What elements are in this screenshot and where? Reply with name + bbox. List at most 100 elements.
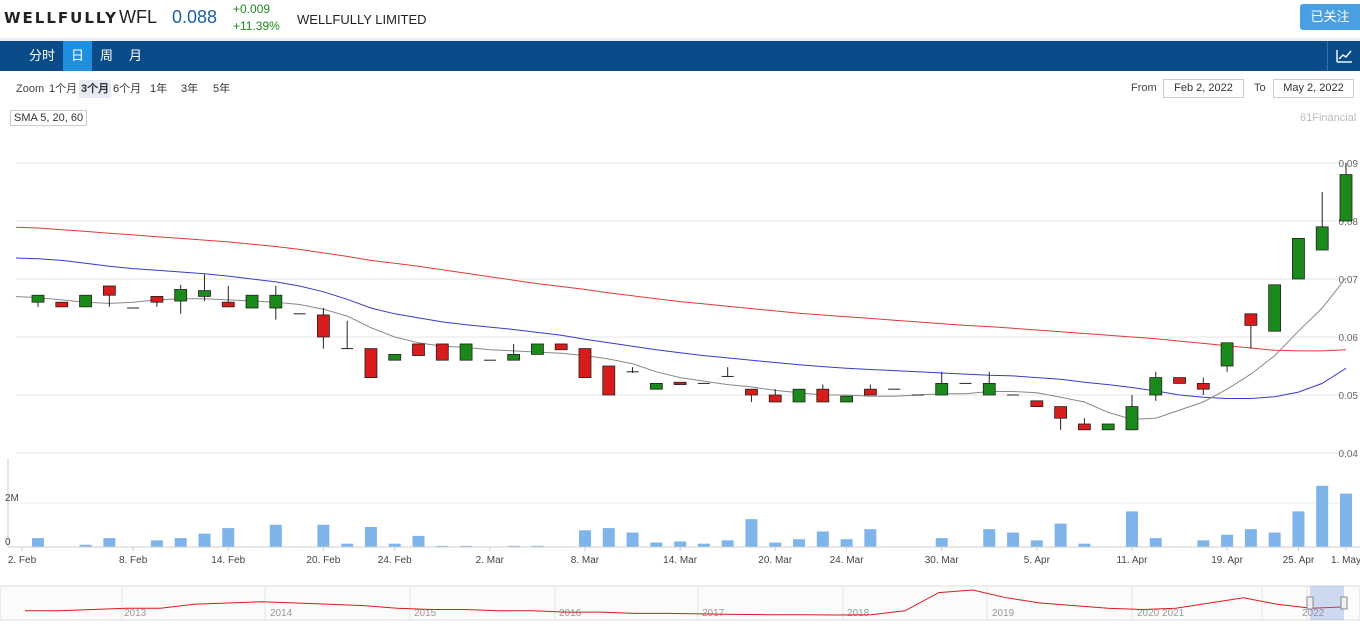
x-axis-tick-label: 2. Feb xyxy=(8,555,37,566)
candle-body xyxy=(1101,423,1115,431)
candle-body xyxy=(578,348,592,379)
candle-body xyxy=(1054,406,1068,419)
from-date-input[interactable]: Feb 2, 2022 xyxy=(1163,79,1244,98)
ticker-symbol: WFL xyxy=(119,7,157,27)
tab-weekly[interactable]: 周 xyxy=(99,48,113,63)
zoom-3y-button[interactable]: 3年 xyxy=(181,83,199,95)
volume-bar xyxy=(1292,511,1305,547)
volume-bar xyxy=(769,542,782,547)
candle-body xyxy=(435,343,449,361)
volume-tick-label: 2M xyxy=(5,493,19,504)
volume-bar xyxy=(793,539,806,547)
volume-bar xyxy=(1007,532,1020,547)
candle-body xyxy=(1315,226,1329,251)
candle-body xyxy=(269,294,283,309)
y-axis-tick-label: 0.09 xyxy=(1339,159,1359,170)
change-value: +0.009 xyxy=(233,2,271,16)
volume-bar xyxy=(150,540,163,547)
volume-bar xyxy=(103,538,116,547)
chart-type-icon[interactable] xyxy=(1327,41,1360,71)
x-axis-tick-label: 8. Feb xyxy=(119,555,148,566)
candle-body xyxy=(245,294,259,309)
candle-body xyxy=(388,353,402,361)
candle-body xyxy=(102,285,116,296)
candle-body xyxy=(316,314,330,338)
tab-daily[interactable]: 日 xyxy=(63,41,92,71)
candle-body xyxy=(816,388,830,403)
volume-bar xyxy=(650,542,663,547)
candle-body xyxy=(55,301,69,308)
candle-body xyxy=(364,348,378,379)
candle-body xyxy=(1125,406,1139,431)
volume-tick-label: 0 xyxy=(5,537,11,548)
zoom-1y-button[interactable]: 1年 xyxy=(150,83,168,95)
sma-indicator-label[interactable]: SMA 5, 20, 60 xyxy=(10,110,88,126)
sma20-line xyxy=(37,258,1347,399)
zoom-label: Zoom xyxy=(16,83,45,95)
candle-body xyxy=(768,394,782,403)
candle-body xyxy=(1220,342,1234,367)
tab-monthly[interactable]: 月 xyxy=(128,48,142,63)
x-axis-tick-label: 11. Apr xyxy=(1116,555,1148,566)
navigator-handle xyxy=(1306,596,1314,610)
candle-body xyxy=(840,395,853,403)
y-axis-tick-label: 0.05 xyxy=(1339,391,1359,402)
x-axis-tick-label: 20. Feb xyxy=(306,555,340,566)
volume-bar xyxy=(697,543,710,547)
volume-bar xyxy=(1149,538,1162,547)
volume-bar xyxy=(1268,532,1281,547)
candle-body xyxy=(554,343,568,351)
volume-bar xyxy=(602,528,615,547)
x-axis-tick-label: 24. Feb xyxy=(378,555,412,566)
sma60-lead xyxy=(15,226,39,229)
candle-body xyxy=(935,382,949,396)
navigator-year-label: 2014 xyxy=(270,608,293,619)
volume-bar xyxy=(198,533,211,547)
volume-bar xyxy=(1125,511,1138,547)
candle-body xyxy=(792,388,806,403)
zoom-1m-button[interactable]: 1个月 xyxy=(49,83,78,95)
volume-bar xyxy=(1244,529,1257,547)
volume-bar xyxy=(341,543,354,547)
candle-body xyxy=(1030,400,1044,407)
volume-bar xyxy=(388,543,401,547)
candle-body xyxy=(982,382,996,396)
candle-body xyxy=(1196,382,1210,390)
last-price: 0.088 xyxy=(172,7,218,27)
navigator-series-line xyxy=(25,589,1346,616)
volume-bar xyxy=(816,531,829,547)
candle-body xyxy=(221,301,235,308)
candle-body xyxy=(863,388,877,396)
x-axis-tick-label: 24. Mar xyxy=(830,555,865,566)
follow-button[interactable]: 已关注 xyxy=(1300,4,1360,30)
sma60-line xyxy=(37,227,1347,352)
zoom-3m-button[interactable]: 3个月 xyxy=(79,80,112,98)
navigator-year-label: 2015 xyxy=(414,608,437,619)
candle-body xyxy=(459,343,473,361)
header-bar: WELLFULLY WFL 0.088 +0.009 +11.39% WELLF… xyxy=(0,0,1360,38)
to-date-input[interactable]: May 2, 2022 xyxy=(1273,79,1354,98)
x-axis-tick-label: 20. Mar xyxy=(758,555,793,566)
zoom-5y-button[interactable]: 5年 xyxy=(213,83,231,95)
volume-bar xyxy=(32,538,44,547)
navigator-year-label: 2022 xyxy=(1302,608,1325,619)
candle-body xyxy=(150,295,164,303)
period-tab-bar: 分时 日 周 月 xyxy=(0,41,1360,71)
candle-body xyxy=(507,353,521,361)
candle-body xyxy=(1173,377,1186,384)
company-name: WELLFULLY LIMITED xyxy=(297,12,427,27)
volume-bar xyxy=(1316,485,1329,547)
tab-intraday[interactable]: 分时 xyxy=(28,48,55,63)
zoom-6m-button[interactable]: 6个月 xyxy=(113,83,142,95)
volume-bar xyxy=(1197,540,1210,547)
zoom-bar: Zoom 1个月 3个月 6个月 1年 3年 5年 From Feb 2, 20… xyxy=(0,78,1360,100)
y-axis-tick-label: 0.07 xyxy=(1339,275,1359,286)
candle-body xyxy=(1078,423,1091,431)
candle-body xyxy=(602,365,616,396)
wellfully-logo: WELLFULLY xyxy=(4,9,118,27)
candle-body xyxy=(531,343,544,355)
volume-bar xyxy=(1340,493,1352,547)
volume-bar xyxy=(578,530,591,547)
volume-bar xyxy=(745,519,758,547)
